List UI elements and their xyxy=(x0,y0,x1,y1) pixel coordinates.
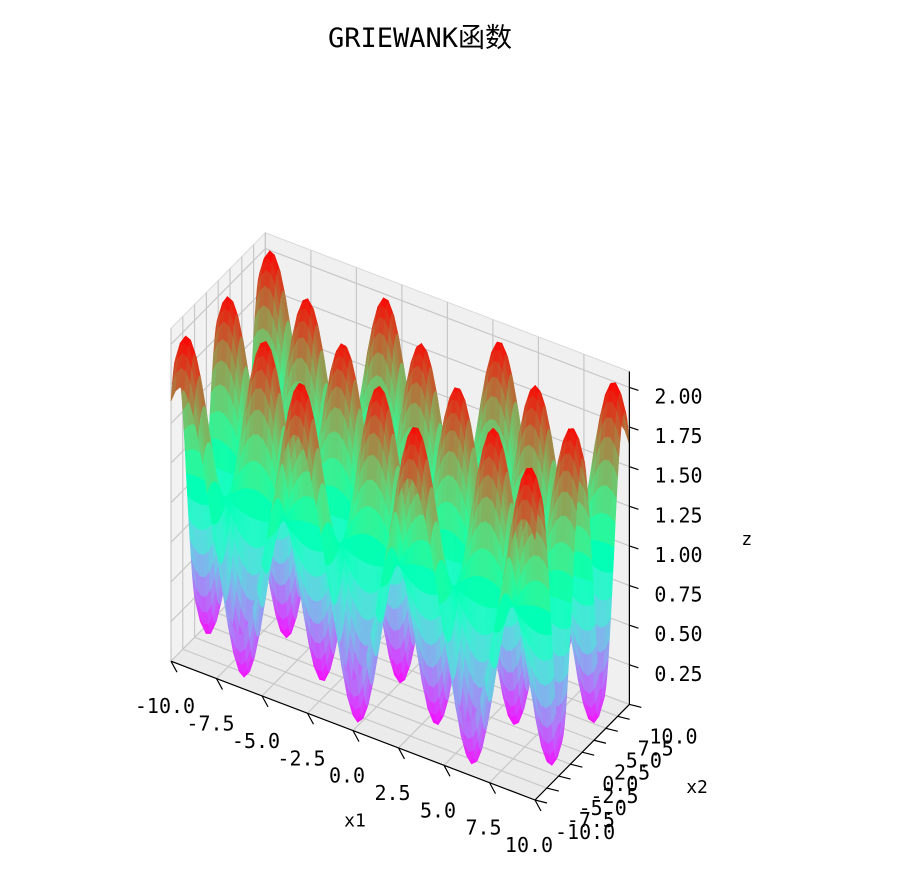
surface-facet xyxy=(609,516,616,549)
surface-mesh xyxy=(170,250,630,766)
grid-line-back-z xyxy=(265,248,630,388)
grid-line-back-z xyxy=(265,287,630,428)
chart-title: GRIEWANK函数 xyxy=(327,23,513,54)
grid-line-floor-x xyxy=(489,686,585,784)
grid-line-left-z xyxy=(170,248,266,345)
surface-facet xyxy=(607,544,615,574)
